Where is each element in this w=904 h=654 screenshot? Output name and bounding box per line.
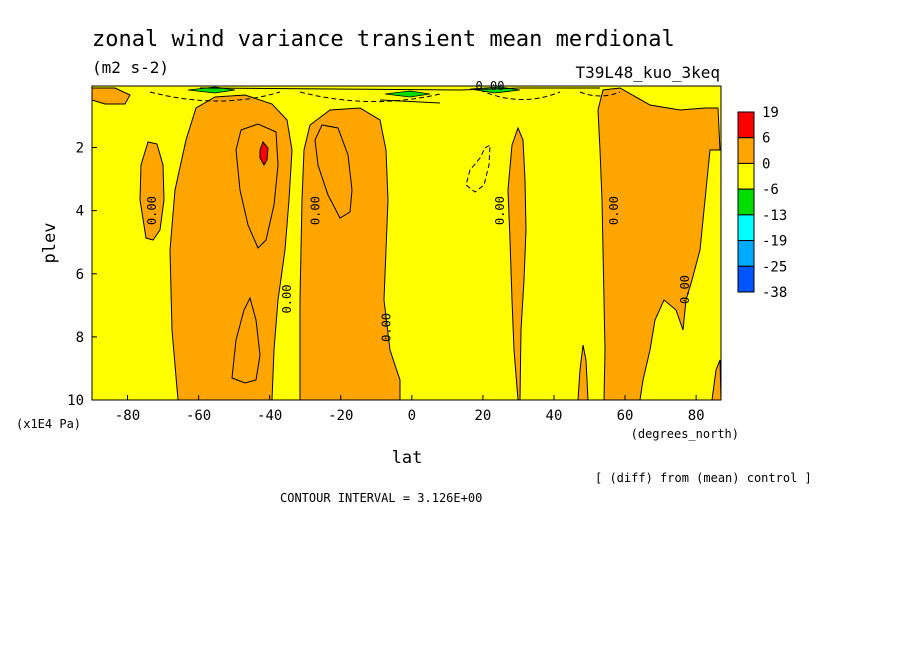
- run-label: T39L48_kuo_3keq: [576, 63, 721, 82]
- negative-contour-tropic: [465, 144, 491, 193]
- colorbar-label: 6: [762, 131, 770, 147]
- y-tick-label: 8: [76, 330, 84, 346]
- x-tick-label: 40: [546, 408, 563, 424]
- colorbar-label: -6: [762, 182, 779, 198]
- colorbar-swatch: [737, 162, 755, 190]
- contour-labels: 0.00 0.00 0.00 0.00 0.00 0.00 0.00 0.00: [145, 79, 692, 342]
- chart-title: zonal wind variance transient mean merdi…: [92, 27, 675, 52]
- x-tick-label: -80: [115, 408, 140, 424]
- chart-units: (m2 s-2): [92, 58, 169, 77]
- contour-label: 0.00: [308, 196, 322, 225]
- y-tick-label: 6: [76, 267, 84, 283]
- contour-line-south-lower-inner: [231, 296, 261, 384]
- negative-contour-top: [149, 89, 621, 102]
- x-tick-label: -20: [328, 408, 353, 424]
- x-tick-label: 80: [688, 408, 705, 424]
- colorbar: 19 6 0 -6 -13 -19 -25 -38: [737, 105, 787, 301]
- x-tick-label: 60: [617, 408, 634, 424]
- x-axis-units: (degrees_north): [631, 427, 739, 441]
- y-axis-title: plev: [40, 223, 60, 264]
- y-axis: 2 4 6 8 10: [67, 141, 97, 409]
- x-tick-label: -40: [257, 408, 282, 424]
- positive-region-north-midlat: [597, 87, 721, 401]
- colorbar-swatch: [737, 214, 755, 242]
- colorbar-label: 19: [762, 105, 779, 121]
- colorbar-swatch: [737, 188, 755, 216]
- x-axis-title: lat: [392, 448, 423, 468]
- y-tick-label: 4: [76, 204, 84, 220]
- colorbar-label: -13: [762, 208, 787, 224]
- x-tick-label: 20: [474, 408, 491, 424]
- positive-region-south-subtropic: [299, 107, 401, 401]
- contour-line-south-subtropic-inner: [314, 124, 353, 219]
- colorbar-swatch: [737, 240, 755, 267]
- colorbar-swatch: [737, 137, 755, 164]
- y-tick-label: 10: [67, 393, 84, 409]
- y-axis-units: (x1E4 Pa): [16, 417, 81, 431]
- colorbar-label: -19: [762, 234, 787, 250]
- x-tick-label: 0: [408, 408, 416, 424]
- positive-region-south-midlat: [169, 94, 293, 401]
- x-tick-label: -60: [186, 408, 211, 424]
- contour-label: 0.00: [678, 275, 692, 304]
- colorbar-swatch: [737, 265, 755, 293]
- contour-label: 0.00: [280, 285, 294, 314]
- colorbar-label: -38: [762, 285, 787, 301]
- positive-region-north-tropic: [507, 126, 527, 401]
- plot-frame: [91, 85, 722, 401]
- contour-label: 0.00: [607, 196, 621, 225]
- contour-interval: CONTOUR INTERVAL = 3.126E+00: [280, 491, 482, 505]
- x-axis: -80 -60 -40 -20 0 20 40 60 80: [115, 395, 705, 424]
- positive-region-south-small: [139, 141, 165, 241]
- colorbar-label: -25: [762, 259, 787, 275]
- colorbar-label: 0: [762, 156, 770, 172]
- contour-label: 0.00: [380, 313, 394, 342]
- contour-label: 0.00: [476, 79, 505, 93]
- y-tick-label: 2: [76, 141, 84, 157]
- footnote: [ (diff) from (mean) control ]: [595, 471, 812, 485]
- contour-label: 0.00: [493, 196, 507, 225]
- max-region: [259, 141, 269, 166]
- colorbar-swatch: [737, 111, 755, 139]
- contour-label: 0.00: [145, 196, 159, 225]
- top-contour-band: [199, 87, 600, 104]
- contour-line-south-midlat-inner: [235, 123, 279, 249]
- plot-area: [91, 85, 722, 401]
